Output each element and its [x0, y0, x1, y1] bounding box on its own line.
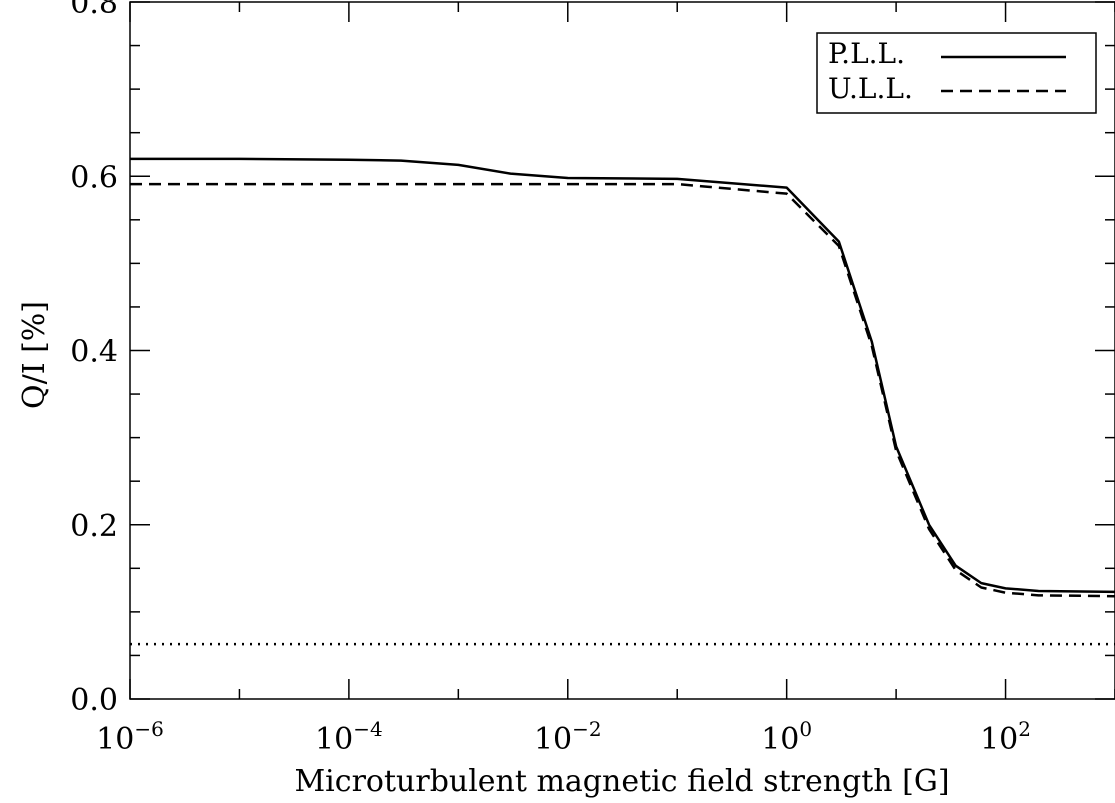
- series-layer: [130, 157, 1115, 646]
- x-axis-tick-labels: 10−6 10−4 10−2 100 102: [96, 717, 1031, 757]
- y-tick-label: 0.4: [70, 335, 118, 370]
- x-tick-label: 10−6: [96, 717, 164, 757]
- x-tick-label: 102: [980, 717, 1031, 757]
- x-tick-label: 10−4: [315, 717, 383, 757]
- series-line-ull: [130, 182, 1115, 598]
- x-axis-title: Microturbulent magnetic field strength […: [294, 764, 949, 799]
- x-axis-ticks: [129, 2, 1115, 699]
- y-tick-label: 0.8: [70, 0, 118, 21]
- y-axis-title: Q/I [%]: [17, 301, 52, 409]
- y-tick-label: 0.0: [70, 683, 118, 718]
- legend-box: [816, 32, 1097, 114]
- legend-label-pll: P.L.L.: [828, 37, 905, 70]
- x-tick-label: 10−2: [534, 717, 602, 757]
- y-tick-label: 0.6: [70, 160, 118, 195]
- legend: P.L.L. U.L.L.: [816, 32, 1097, 114]
- y-axis-ticks: [130, 1, 1115, 700]
- legend-label-ull: U.L.L.: [828, 72, 913, 105]
- y-tick-label: 0.2: [70, 509, 118, 544]
- x-tick-label: 100: [761, 717, 812, 757]
- series-line-pll: [130, 157, 1115, 594]
- y-axis-tick-labels: 0.0 0.2 0.4 0.6 0.8: [70, 0, 118, 718]
